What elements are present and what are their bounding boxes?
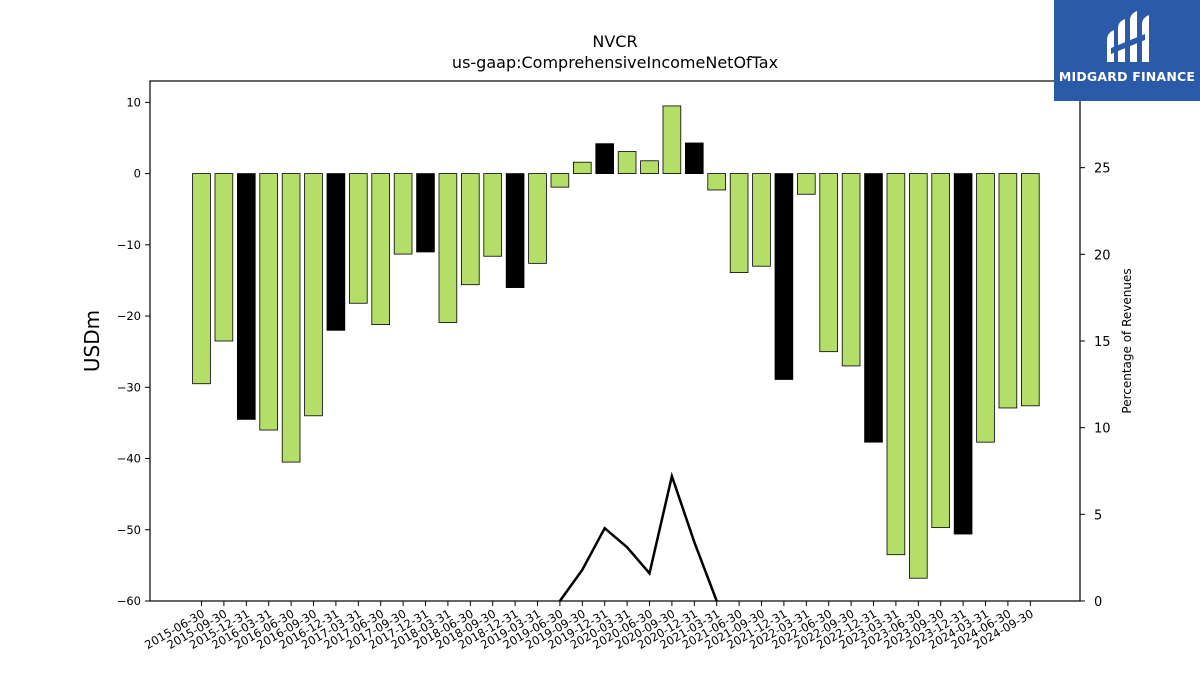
y-axis-label: USDm [80, 310, 104, 372]
bar-2018-09-30 [483, 173, 502, 257]
bar-2024-09-30 [1021, 173, 1040, 407]
bar-2015-12-31 [236, 173, 256, 420]
bar-2020-09-30 [662, 105, 682, 175]
chart-title: NVCR [592, 32, 638, 51]
x-axis: 2015-06-302015-09-302015-12-312016-03-31… [142, 601, 1036, 652]
revenue-percentage-line [558, 471, 718, 602]
bar-2018-03-31 [438, 173, 458, 323]
y-tick-label: −30 [117, 380, 141, 394]
bar-2020-03-31 [617, 151, 637, 175]
y-tick-label: −40 [117, 452, 141, 466]
y2-axis-label: Percentage of Revenues [1120, 268, 1134, 413]
bar-2018-12-31 [505, 173, 525, 288]
chart-subtitle: us-gaap:ComprehensiveIncomeNetOfTax [451, 53, 779, 72]
bar-2021-06-30 [729, 173, 749, 274]
bar-2023-06-30 [909, 173, 928, 579]
bar-2019-09-30 [573, 161, 592, 175]
bar-2021-12-31 [774, 173, 794, 380]
bar-2021-09-30 [752, 173, 771, 267]
bar-2024-03-31 [976, 173, 995, 443]
y-axis-left: 10 0 −10 −20 −30 −40 −50 −60 [117, 95, 150, 608]
bar-2020-12-31 [685, 142, 704, 175]
y-tick-label: 10 [126, 95, 141, 109]
bar-2022-03-31 [797, 173, 816, 195]
y2-tick-label: 0 [1094, 595, 1102, 610]
bar-2016-12-31 [326, 173, 346, 331]
bar-2023-12-31 [953, 173, 973, 535]
y2-tick-label: 10 [1094, 422, 1111, 437]
y2-tick-label: 15 [1094, 335, 1111, 350]
bar-2021-03-31 [707, 173, 726, 191]
y2-tick-label: 5 [1094, 508, 1102, 523]
bar-2017-09-30 [393, 173, 413, 255]
bar-2015-06-30 [192, 173, 211, 385]
y-axis-right: 0 5 10 15 20 25 [1080, 162, 1111, 610]
bar-2023-09-30 [931, 173, 950, 529]
bar-2022-09-30 [841, 173, 861, 367]
bar-2019-12-31 [595, 143, 614, 175]
bar-2016-06-30 [281, 173, 301, 463]
y-tick-label: −60 [117, 594, 141, 608]
bar-2018-06-30 [460, 173, 480, 286]
bars-group [192, 105, 1040, 579]
bar-2019-03-31 [528, 173, 547, 264]
midgard-logo: MIDGARD FINANCE [1054, 0, 1200, 101]
bar-2015-09-30 [214, 173, 234, 342]
bar-2017-03-31 [348, 173, 368, 304]
bar-2022-06-30 [819, 173, 838, 353]
bar-2022-12-31 [864, 173, 883, 443]
bar-2024-06-30 [998, 173, 1018, 409]
bar-2017-06-30 [371, 173, 390, 326]
bar-2017-12-31 [416, 173, 435, 253]
y2-tick-label: 25 [1094, 162, 1111, 177]
midgard-m-icon [1107, 11, 1149, 62]
y-tick-label: −10 [117, 238, 141, 252]
y-tick-label: 0 [134, 167, 141, 181]
bar-2016-09-30 [304, 173, 323, 417]
y-tick-label: −50 [117, 523, 141, 537]
y-tick-label: −20 [117, 309, 141, 323]
bar-2016-03-31 [259, 173, 278, 431]
logo-text: MIDGARD FINANCE [1058, 69, 1196, 84]
revenue-percentage-line-group [558, 471, 718, 602]
y2-tick-label: 20 [1094, 248, 1111, 263]
bar-2023-03-31 [886, 173, 906, 556]
bar-2020-06-30 [640, 160, 659, 175]
bar-2019-06-30 [550, 173, 570, 188]
